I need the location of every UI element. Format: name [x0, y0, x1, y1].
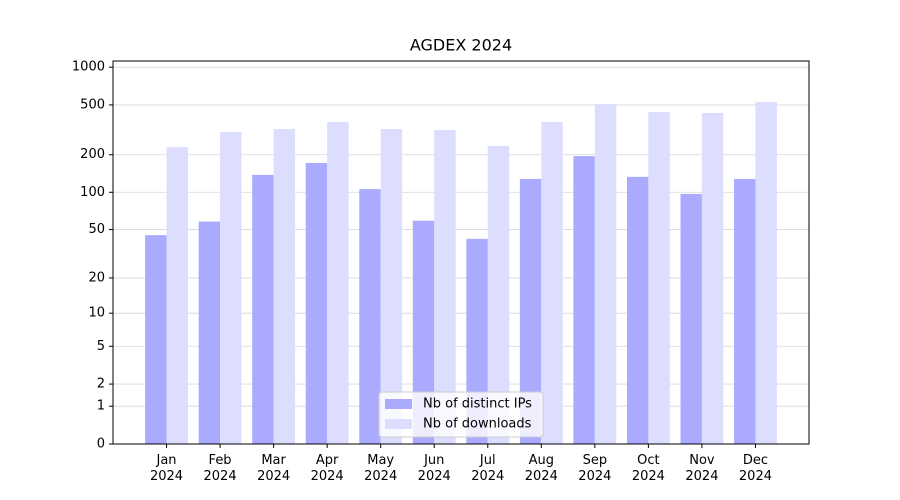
- y-tick-label: 5: [97, 339, 105, 354]
- x-tick-label: Jan 2024: [149, 453, 184, 484]
- x-tick-label: Jul 2024: [471, 453, 505, 484]
- bar: [734, 178, 756, 444]
- x-tick-label: May 2024: [364, 453, 398, 484]
- x-tick-label: Sep 2024: [578, 453, 612, 484]
- x-tick-label: Nov 2024: [685, 453, 719, 484]
- bar: [327, 122, 349, 445]
- bar: [412, 220, 435, 444]
- bar: [487, 145, 510, 444]
- y-tick-label: 1: [97, 399, 105, 414]
- y-tick-label: 1000: [72, 60, 105, 75]
- x-tick-label: Feb 2024: [203, 453, 237, 484]
- legend: Nb of distinct IPs Nb of downloads: [378, 391, 544, 438]
- y-tick-label: 50: [88, 222, 105, 237]
- bar: [220, 131, 242, 444]
- chart-title: AGDEX 2024: [410, 36, 512, 55]
- legend-label: Nb of distinct IPs: [423, 397, 532, 412]
- bar: [434, 130, 456, 444]
- bar: [701, 113, 724, 444]
- bar: [273, 129, 296, 444]
- bar: [519, 178, 542, 444]
- y-tick-label: 0: [97, 437, 105, 452]
- bar: [626, 176, 649, 445]
- y-tick-label: 500: [80, 97, 105, 112]
- bar: [755, 102, 777, 444]
- bar: [166, 147, 188, 445]
- legend-swatch: [385, 419, 412, 429]
- bar: [145, 235, 167, 444]
- y-tick-label: 10: [88, 306, 105, 321]
- bar: [198, 221, 221, 444]
- plot-frame: [112, 60, 810, 445]
- bar: [380, 129, 403, 444]
- y-tick-label: 2: [97, 377, 105, 392]
- bar: [541, 122, 563, 445]
- y-tick-label: 20: [88, 270, 105, 285]
- bar: [573, 156, 595, 444]
- bar: [359, 189, 381, 444]
- x-tick-label: Mar 2024: [257, 453, 291, 484]
- y-tick-label: 200: [80, 147, 105, 162]
- y-tick-label: 100: [80, 185, 105, 200]
- bar: [680, 193, 702, 444]
- legend-frame: [378, 391, 544, 438]
- legend-swatch: [385, 399, 412, 409]
- x-tick-label: Oct 2024: [631, 453, 665, 484]
- bar: [305, 162, 328, 444]
- x-tick-label: Jun 2024: [417, 453, 451, 484]
- legend-label: Nb of downloads: [423, 417, 532, 432]
- x-tick-label: Dec 2024: [738, 453, 772, 484]
- bar: [594, 104, 617, 444]
- x-tick-label: Aug 2024: [524, 453, 558, 484]
- bar: [648, 112, 670, 444]
- x-tick-label: Apr 2024: [310, 453, 344, 484]
- bar: [252, 174, 274, 444]
